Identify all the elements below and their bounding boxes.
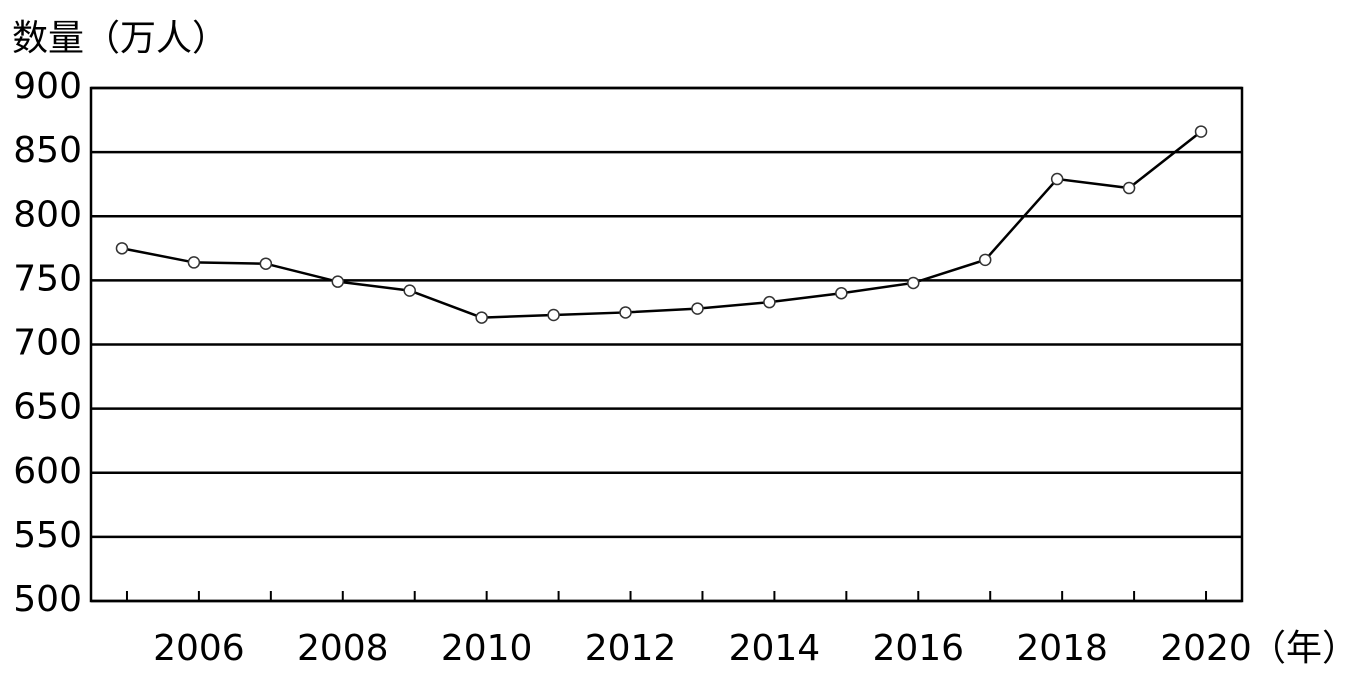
y-tick-label: 700 [13, 323, 82, 364]
point [475, 311, 488, 324]
plot-frame [89, 86, 1244, 603]
point [978, 253, 992, 267]
y-tick-label: 900 [13, 66, 82, 107]
y-tick-label: 800 [13, 194, 82, 235]
point [331, 275, 345, 288]
y-tick-label: 550 [13, 515, 82, 556]
point [259, 257, 273, 270]
x-tick-label: 2014 [729, 628, 821, 669]
point [547, 308, 560, 322]
y-tick-label: 750 [13, 258, 82, 299]
point [763, 295, 776, 309]
x-tick-label: 2006 [153, 628, 245, 669]
point [1194, 125, 1208, 138]
line [121, 130, 1202, 319]
point [1122, 181, 1136, 195]
x-tick-label: 2010 [441, 628, 533, 669]
point [403, 284, 416, 297]
x-tick-label: 2020 [1160, 628, 1252, 669]
x-tick-label: 2016 [872, 628, 964, 669]
point [619, 306, 632, 319]
point [907, 276, 920, 290]
y-tick-label: 850 [13, 130, 82, 171]
point [1050, 172, 1064, 186]
x-axis-label: （年） [1250, 628, 1358, 669]
y-tick-label: 500 [13, 579, 82, 620]
y-tick-label: 600 [13, 451, 82, 492]
point [691, 302, 704, 315]
x-tick-label: 2008 [297, 628, 389, 669]
x-tick-label: 2012 [585, 628, 677, 669]
point [115, 242, 129, 255]
y-axis-label: 数量（万人） [12, 18, 228, 59]
point [835, 286, 848, 300]
point [187, 256, 201, 269]
x-tick-label: 2018 [1016, 628, 1108, 669]
y-tick-label: 650 [13, 387, 82, 428]
